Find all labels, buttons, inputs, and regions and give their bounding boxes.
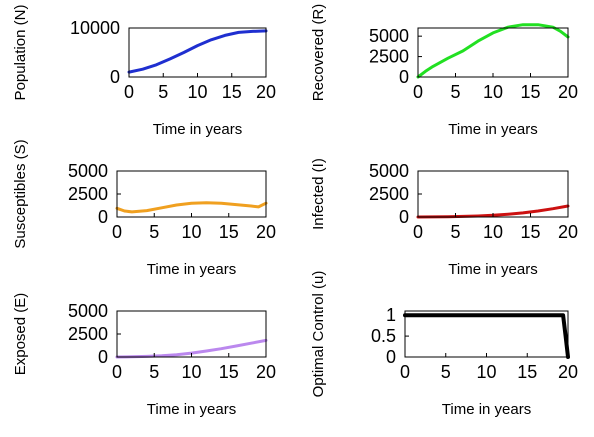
y-tick-label: 5000 (68, 161, 108, 181)
x-tick-label: 5 (441, 362, 451, 382)
y-tick-label: 0 (399, 67, 409, 87)
y-tick-label: 0.5 (371, 326, 396, 346)
x-tick-label: 20 (256, 222, 276, 242)
plot-frame (417, 27, 569, 78)
subplot-population-n: 0 5 10 15 20 0 10000 Time in years Population (N… (12, 5, 276, 138)
x-tick-label: 15 (520, 222, 540, 242)
x-tick-label: 15 (520, 82, 540, 102)
y-tick-label: 5000 (68, 301, 108, 321)
x-tick-label: 20 (558, 222, 578, 242)
y-tick-label: 0 (386, 347, 396, 367)
x-tick-label: 0 (112, 362, 122, 382)
x-tick-label: 10 (181, 222, 201, 242)
x-tick-label: 5 (450, 82, 460, 102)
x-tick-label: 15 (517, 362, 537, 382)
y-tick-label: 0 (98, 207, 108, 227)
x-tick-label: 10 (187, 82, 207, 102)
subplot-optimal-control-u: 0 5 10 15 20 00.51 Time in years Optimal Contro… (310, 271, 578, 418)
x-tick-label: 20 (256, 82, 276, 102)
y-tick-label: 2500 (68, 324, 108, 344)
y-tick-label: 0 (399, 207, 409, 227)
x-tick-label: 5 (450, 222, 460, 242)
plot-frame (404, 310, 569, 358)
y-tick-label: 2500 (369, 184, 409, 204)
x-tick-label: 5 (149, 362, 159, 382)
y-tick-label: 1 (386, 305, 396, 325)
series-line-optimal-control-u (403, 313, 570, 359)
y-axis-label: Susceptibles (S) (12, 139, 29, 248)
y-axis-label: Optimal Control (u) (310, 271, 327, 398)
x-tick-label: 0 (413, 222, 423, 242)
x-axis-label: Time in years (442, 401, 531, 418)
series-line-population-n (127, 29, 268, 74)
x-tick-label: 10 (181, 362, 201, 382)
x-tick-label: 20 (558, 82, 578, 102)
x-axis-label: Time in years (448, 261, 537, 278)
x-tick-label: 5 (149, 222, 159, 242)
x-tick-label: 15 (219, 222, 239, 242)
y-axis-label: Infected (I) (310, 158, 327, 230)
x-tick-label: 10 (483, 222, 503, 242)
series-line-susceptibles-s (115, 201, 268, 214)
plot-frame (128, 27, 267, 78)
y-tick-label: 2500 (369, 47, 409, 67)
x-tick-label: 0 (112, 222, 122, 242)
y-tick-label: 5000 (369, 161, 409, 181)
x-tick-label: 15 (219, 362, 239, 382)
x-tick-label: 5 (158, 82, 168, 102)
x-tick-label: 20 (256, 362, 276, 382)
x-tick-label: 20 (558, 362, 578, 382)
x-tick-label: 0 (124, 82, 134, 102)
x-tick-label: 0 (413, 82, 423, 102)
y-tick-label: 2500 (68, 184, 108, 204)
y-tick-label: 0 (110, 67, 120, 87)
x-tick-label: 10 (476, 362, 496, 382)
x-tick-label: 15 (222, 82, 242, 102)
plot-frame (116, 310, 267, 358)
y-axis-label: Recovered (R) (310, 4, 327, 102)
x-tick-label: 10 (483, 82, 503, 102)
x-axis-label: Time in years (147, 261, 236, 278)
y-tick-label: 0 (98, 347, 108, 367)
series-line-recovered-r (416, 23, 570, 79)
x-axis-label: Time in years (153, 121, 242, 138)
x-tick-label: 0 (400, 362, 410, 382)
x-axis-label: Time in years (147, 401, 236, 418)
y-tick-label: 5000 (369, 26, 409, 46)
y-tick-label: 10000 (70, 18, 120, 38)
y-axis-label: Population (N) (12, 5, 29, 101)
y-axis-label: Exposed (E) (12, 293, 29, 376)
x-axis-label: Time in years (448, 121, 537, 138)
